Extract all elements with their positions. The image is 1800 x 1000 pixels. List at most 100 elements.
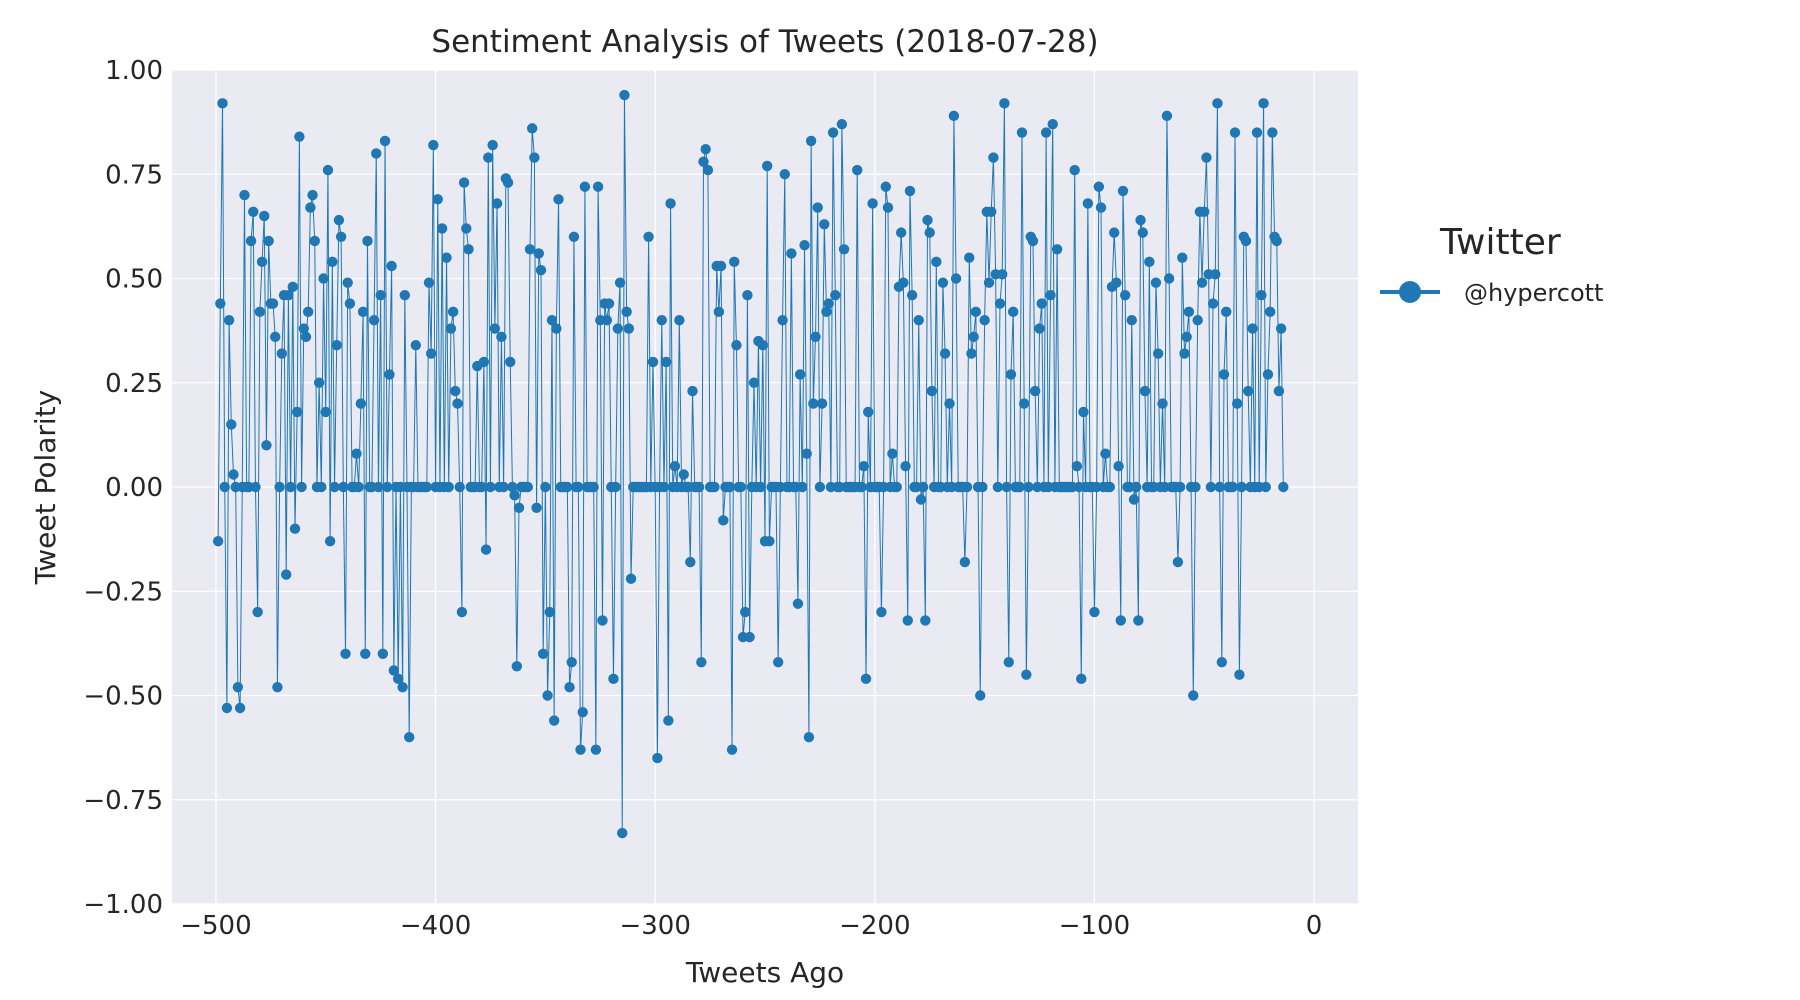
data-point xyxy=(1027,235,1039,247)
data-point xyxy=(577,706,588,718)
data-point xyxy=(898,277,909,288)
data-point xyxy=(1126,315,1137,326)
data-point xyxy=(219,481,230,493)
x-tick-label: −300 xyxy=(619,911,690,941)
data-point xyxy=(432,194,443,205)
data-point xyxy=(377,648,389,659)
data-point xyxy=(340,648,351,659)
data-point xyxy=(1179,348,1190,359)
data-point xyxy=(1227,481,1239,493)
data-point xyxy=(1177,252,1188,263)
data-point xyxy=(748,377,760,388)
data-point xyxy=(272,681,283,693)
data-point xyxy=(329,481,340,493)
data-point xyxy=(575,744,586,755)
x-tick-label: −200 xyxy=(839,911,910,941)
data-point xyxy=(744,631,755,643)
data-point xyxy=(428,139,439,151)
data-point xyxy=(700,144,711,155)
data-point xyxy=(360,648,371,659)
data-point xyxy=(966,348,977,359)
data-point xyxy=(1069,164,1080,176)
data-point xyxy=(687,385,698,397)
data-point xyxy=(799,239,810,251)
data-point xyxy=(660,356,672,368)
data-point xyxy=(1109,227,1120,238)
data-point xyxy=(1278,481,1289,493)
x-tick-label: 0 xyxy=(1306,911,1323,941)
data-point xyxy=(351,448,362,459)
data-point xyxy=(757,340,768,351)
data-point xyxy=(755,481,766,493)
data-point xyxy=(234,702,246,714)
data-point xyxy=(726,744,738,755)
data-point xyxy=(566,656,577,668)
data-point xyxy=(625,573,637,584)
data-point xyxy=(601,315,613,326)
data-point xyxy=(944,398,955,409)
data-point xyxy=(713,306,725,318)
data-point xyxy=(975,690,986,701)
data-point xyxy=(215,298,226,309)
data-point xyxy=(1089,606,1100,618)
data-point xyxy=(1018,398,1030,409)
data-point xyxy=(931,256,942,268)
data-point xyxy=(261,440,272,451)
data-point xyxy=(819,219,830,230)
data-point xyxy=(777,315,788,326)
y-axis-ticks: 1.00 0.75 0.50 0.25 0.00 −0.25 −0.50 −0.75 −1.00 xyxy=(83,56,163,920)
data-point xyxy=(254,306,266,318)
data-point xyxy=(592,181,604,192)
data-point xyxy=(614,277,626,288)
data-point xyxy=(542,690,553,701)
x-tick-label: −100 xyxy=(1059,911,1130,941)
data-point xyxy=(643,231,654,242)
data-point xyxy=(1144,256,1155,268)
data-point xyxy=(384,369,395,380)
data-point xyxy=(476,481,487,493)
data-point xyxy=(924,227,935,238)
data-point xyxy=(276,348,288,359)
data-point xyxy=(1172,556,1184,568)
data-point xyxy=(588,481,599,493)
data-point xyxy=(513,502,525,514)
data-point xyxy=(217,98,228,109)
data-point xyxy=(740,606,751,618)
data-point xyxy=(362,235,373,247)
data-point xyxy=(505,356,516,368)
data-point xyxy=(810,331,821,343)
data-point xyxy=(1210,269,1221,280)
data-point xyxy=(1119,289,1131,301)
data-point xyxy=(709,481,720,493)
data-point xyxy=(1275,323,1287,334)
data-point xyxy=(404,732,415,743)
x-axis-ticks: −500 −400 −300 −200 −100 0 xyxy=(180,911,1322,941)
data-point xyxy=(665,198,676,209)
data-point xyxy=(307,189,318,201)
data-point xyxy=(959,556,971,568)
data-point xyxy=(1036,298,1047,309)
data-point xyxy=(1199,206,1210,217)
data-point xyxy=(1133,615,1144,626)
data-point xyxy=(696,656,707,668)
data-point xyxy=(410,340,421,351)
data-point xyxy=(379,135,391,147)
data-point xyxy=(715,260,727,272)
data-point xyxy=(1135,214,1146,226)
legend-title: Twitter xyxy=(1439,222,1561,263)
data-point xyxy=(937,277,949,288)
data-point xyxy=(300,331,312,343)
data-point xyxy=(252,606,263,618)
data-point xyxy=(1201,152,1212,163)
data-point xyxy=(483,152,494,163)
data-point xyxy=(1157,398,1168,409)
data-point xyxy=(485,481,496,493)
data-point xyxy=(386,260,397,272)
data-point xyxy=(735,481,747,493)
data-point xyxy=(1207,298,1219,309)
series-hypercott xyxy=(212,89,1289,839)
data-point xyxy=(1130,481,1142,493)
data-point xyxy=(1093,181,1105,192)
x-tick-label: −500 xyxy=(180,911,251,941)
data-point xyxy=(393,673,404,685)
